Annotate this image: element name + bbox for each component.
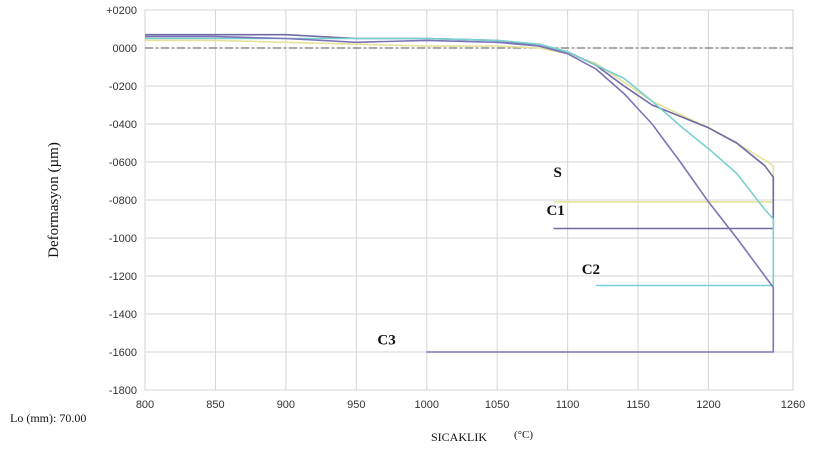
- y-tick-label: 0000: [113, 43, 137, 55]
- y-tick-labels: +0200 0000 -0200 -0400 -0600 -0800 -1000 -1200 -…: [106, 5, 137, 397]
- series-line-c3: [145, 35, 775, 353]
- x-tick-label: 900: [277, 399, 295, 411]
- x-tick-label: 1100: [556, 399, 580, 411]
- specimen-length-note: Lo (mm): 70.00: [10, 411, 86, 425]
- y-tick-label: -1200: [109, 271, 137, 283]
- x-axis-title: SICAKLIK: [431, 430, 487, 444]
- x-tick-label: 1200: [696, 399, 720, 411]
- x-tick-label: 1260: [781, 399, 805, 411]
- series-label-c1: C1: [546, 203, 564, 219]
- y-tick-label: -1000: [109, 233, 137, 245]
- series-line-c2: [145, 37, 775, 287]
- x-tick-label: 800: [136, 399, 154, 411]
- y-tick-label: -1600: [109, 347, 137, 359]
- series-label-s: S: [554, 165, 562, 181]
- x-tick-label: 1000: [414, 399, 438, 411]
- y-tick-label: -0400: [109, 119, 137, 131]
- y-tick-label: -0600: [109, 157, 137, 169]
- y-tick-label: -0200: [109, 81, 137, 93]
- y-tick-label: -1400: [109, 309, 137, 321]
- x-tick-label: 850: [206, 399, 224, 411]
- y-tick-label: +0200: [106, 5, 137, 17]
- series-line-s: [145, 39, 775, 203]
- grid: [144, 9, 794, 391]
- x-tick-label: 950: [347, 399, 365, 411]
- y-axis-title: Deformasyon (µm): [46, 142, 62, 258]
- series-label-c2: C2: [582, 262, 600, 278]
- y-tick-label: -0800: [109, 195, 137, 207]
- series-labels: S C1 C2 C3: [377, 165, 600, 348]
- x-tick-labels: 800 850 900 950 1000 1050 1100 1150 1200 1260: [136, 399, 805, 411]
- x-tick-label: 1150: [626, 399, 650, 411]
- x-tick-label: 1050: [485, 399, 509, 411]
- y-tick-label: -1800: [109, 385, 137, 397]
- x-axis-unit: (°C): [514, 429, 533, 441]
- series-lines: [145, 33, 775, 353]
- series-label-c3: C3: [377, 332, 395, 348]
